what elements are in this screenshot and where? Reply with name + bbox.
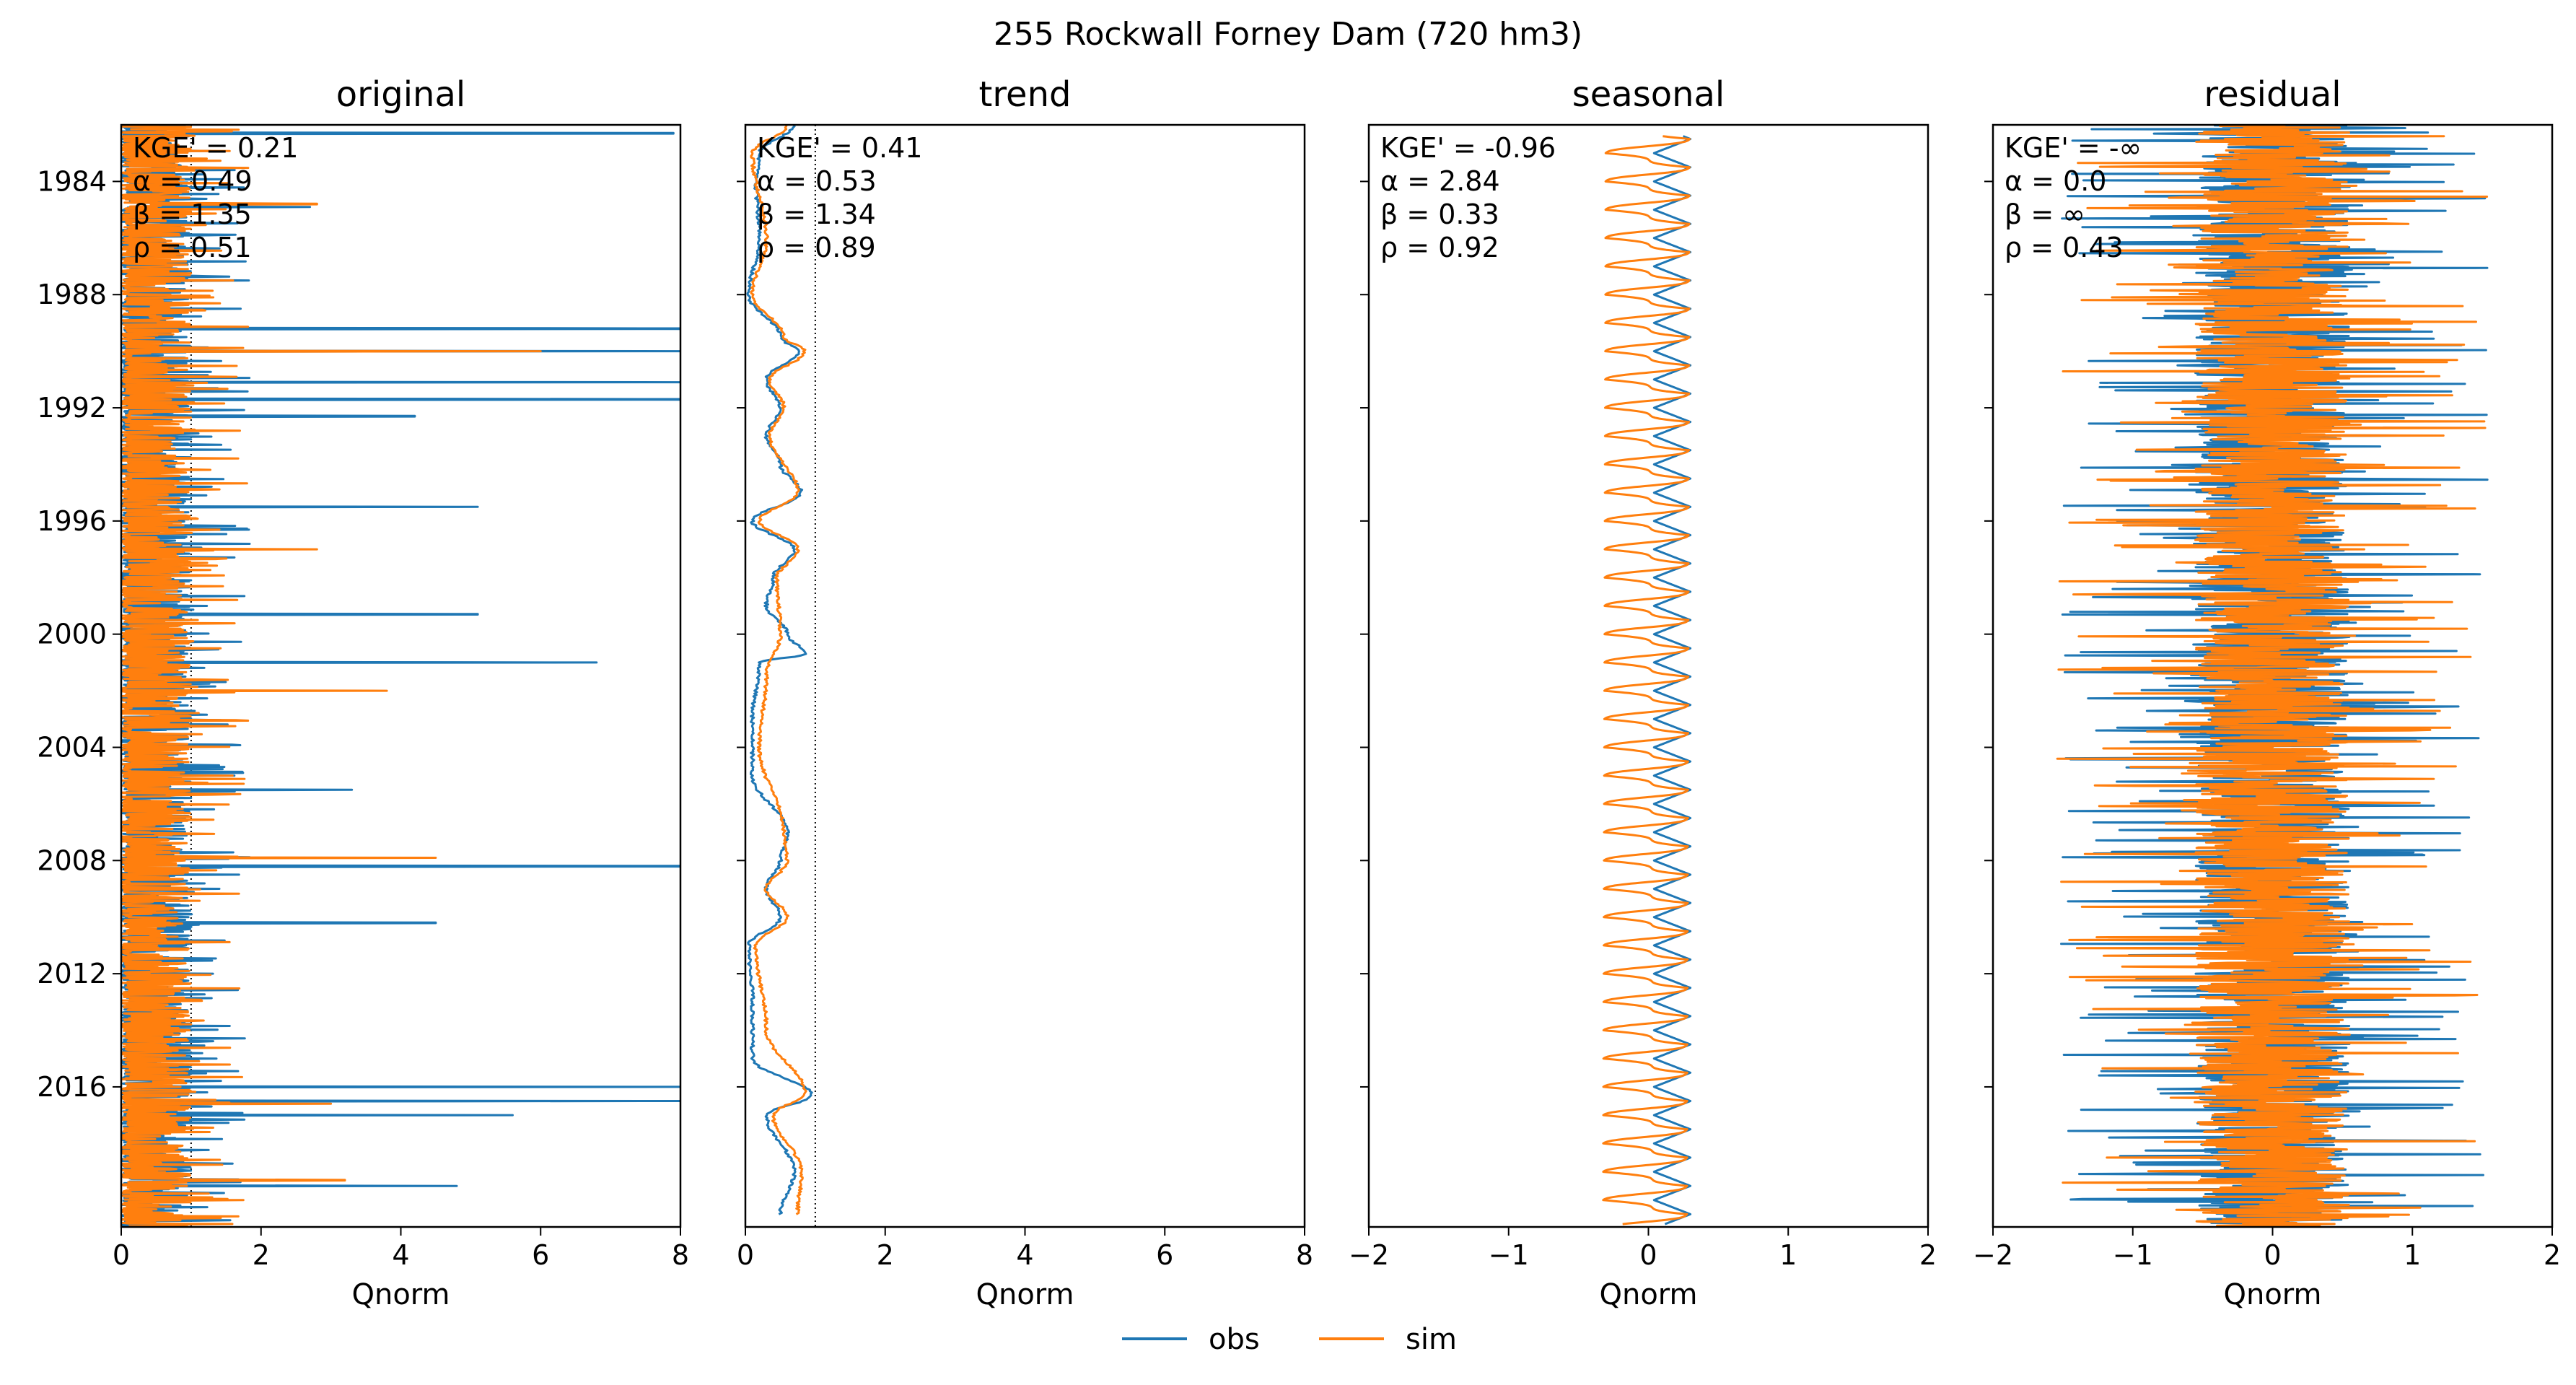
axes-frame: [1367, 123, 1929, 1228]
x-tick-label: 2: [1919, 1239, 1937, 1271]
panel-trend: trend 0 2 4 6 8 Qnorm KGE' = 0.41α = 0.53β = 1.…: [737, 74, 1313, 1311]
x-tick-label: −1: [1489, 1239, 1529, 1271]
series-sim-line: [121, 125, 542, 1227]
x-tick-label: 8: [1296, 1239, 1313, 1271]
panel-seasonal: seasonal −2 −1 0 1 2 Qnorm KGE' = -0.96α = 2.84…: [1349, 74, 1937, 1311]
stat-text: α = 2.84: [1380, 165, 1500, 197]
figure-title: 255 Rockwall Forney Dam (720 hm3): [994, 16, 1582, 53]
x-tick-label: −2: [1973, 1239, 2013, 1271]
x-tick-label: 0: [2264, 1239, 2281, 1271]
panel-title: original: [336, 74, 465, 115]
plot-area: [2056, 125, 2489, 1227]
x-tick-label: −1: [2113, 1239, 2153, 1271]
y-tick-label: 2004: [37, 731, 107, 763]
y-tick-label: 1996: [37, 505, 107, 537]
panel-residual: residual −2 −1 0 1 2 Qnorm KGE' = -∞α = 0.0β = …: [1973, 74, 2561, 1311]
x-tick-label: 0: [737, 1239, 754, 1271]
x-tick-label: 4: [1016, 1239, 1033, 1271]
series-sim-line: [2056, 125, 2489, 1227]
legend: obs sim: [1122, 1323, 1457, 1356]
series-sim-line: [750, 125, 807, 1215]
stat-text: ρ = 0.92: [1380, 232, 1499, 263]
x-tick-label: 2: [253, 1239, 270, 1271]
x-tick-label: 1: [1779, 1239, 1797, 1271]
plot-area: [121, 125, 680, 1227]
panel-title: seasonal: [1572, 74, 1725, 115]
x-tick-label: 2: [877, 1239, 894, 1271]
stat-text: ρ = 0.89: [757, 232, 876, 263]
stat-text: α = 0.0: [2005, 165, 2106, 197]
stat-text: α = 0.53: [757, 165, 877, 197]
x-tick-label: 2: [2544, 1239, 2561, 1271]
x-axis-label: Qnorm: [976, 1278, 1074, 1311]
y-tick-label: 2012: [37, 958, 107, 989]
y-tick-label: 1992: [37, 392, 107, 424]
x-tick-label: −2: [1349, 1239, 1389, 1271]
x-axis-label: Qnorm: [1599, 1278, 1697, 1311]
stat-text: KGE' = -∞: [2005, 132, 2142, 164]
series-obs-line: [746, 125, 813, 1215]
stat-text: ρ = 0.51: [133, 232, 252, 263]
stat-text: KGE' = -0.96: [1380, 132, 1556, 164]
legend-obs-label: obs: [1209, 1323, 1260, 1356]
stat-text: β = 1.34: [757, 198, 876, 230]
plot-area: [745, 125, 816, 1227]
x-axis-label: Qnorm: [2223, 1278, 2321, 1311]
y-tick-label: 2000: [37, 619, 107, 650]
y-tick-label: 2016: [37, 1071, 107, 1103]
x-tick-label: 1: [2404, 1239, 2421, 1271]
stat-text: α = 0.49: [133, 165, 253, 197]
x-tick-label: 0: [113, 1239, 130, 1271]
x-tick-label: 6: [532, 1239, 549, 1271]
legend-sim-label: sim: [1406, 1323, 1457, 1356]
panel-original: original 0 2 4 6 8 Qnorm 1984 1988 1992 1996 2000 20…: [37, 74, 689, 1311]
panel-title: trend: [979, 74, 1072, 115]
axes-frame: [744, 123, 1306, 1228]
stat-text: KGE' = 0.41: [757, 132, 922, 164]
series-obs-line: [1652, 135, 1692, 1225]
x-tick-label: 4: [392, 1239, 409, 1271]
y-tick-label: 1988: [37, 279, 107, 310]
stat-text: ρ = 0.43: [2005, 232, 2124, 263]
stat-text: β = 0.33: [1380, 198, 1499, 230]
x-tick-label: 0: [1639, 1239, 1657, 1271]
y-tick-label: 1984: [37, 165, 107, 197]
panel-title: residual: [2204, 74, 2341, 115]
series-sim-line: [1602, 135, 1691, 1225]
y-tick-label: 2008: [37, 844, 107, 876]
plot-area: [1602, 135, 1692, 1225]
x-tick-label: 6: [1156, 1239, 1173, 1271]
x-axis-label: Qnorm: [351, 1278, 450, 1311]
x-tick-label: 8: [672, 1239, 689, 1271]
stat-text: KGE' = 0.21: [133, 132, 298, 164]
stat-text: β = ∞: [2005, 198, 2085, 230]
stat-text: β = 1.35: [133, 198, 252, 230]
